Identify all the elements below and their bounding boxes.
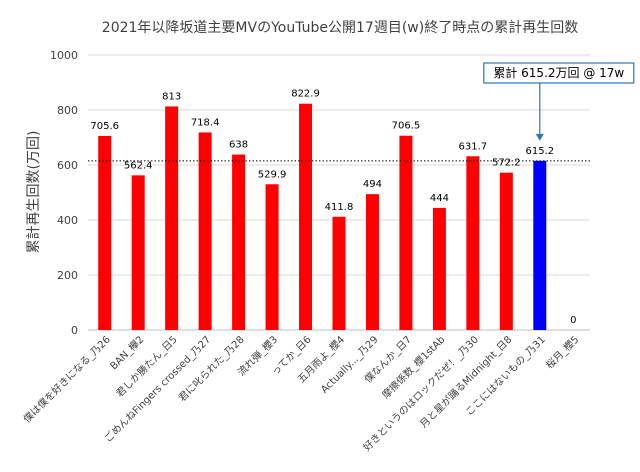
data-label: 411.8 <box>325 202 354 213</box>
y-tick-label: 600 <box>57 159 78 172</box>
data-label: 494 <box>363 179 382 190</box>
x-tick-label: 君しか勝たん_日5 <box>113 333 180 400</box>
data-label: 705.6 <box>90 121 119 132</box>
y-tick-label: 800 <box>57 104 78 117</box>
x-tick-label: 摩擦係数_櫻1stAb <box>379 333 447 401</box>
x-tick-label: Actually..._乃29 <box>319 334 380 395</box>
bar <box>399 135 413 330</box>
data-label: 615.2 <box>525 146 554 157</box>
x-tick-label: 君に叱られた_乃28 <box>176 334 247 405</box>
bar <box>499 172 513 330</box>
y-tick-label: 1000 <box>50 49 78 62</box>
x-tick-label: 僕は僕を好きになる_乃26 <box>20 333 112 425</box>
data-label: 562.4 <box>124 160 153 171</box>
x-tick-label: 桜月_櫻5 <box>543 333 581 371</box>
bar <box>131 175 145 330</box>
annotation-box <box>483 62 635 84</box>
data-label: 572.2 <box>492 158 521 169</box>
data-label: 638 <box>229 140 248 151</box>
y-axis-label: 累計再生回数(万回) <box>26 131 42 254</box>
bar <box>98 135 112 330</box>
bar <box>466 156 480 330</box>
annotation-layer: 累計 615.2万回 @ 17w <box>483 62 635 141</box>
data-label: 706.5 <box>392 121 421 132</box>
y-tick-label: 200 <box>57 269 78 282</box>
y-tick-label: 0 <box>71 324 78 337</box>
bar <box>265 184 279 330</box>
bar <box>432 207 446 330</box>
bar <box>165 106 179 330</box>
bar <box>533 160 547 330</box>
bar <box>232 154 246 330</box>
bars-layer <box>98 103 547 330</box>
data-label: 529.9 <box>258 169 287 180</box>
annotation-arrow-head <box>535 133 544 141</box>
annotation-text: 累計 615.2万回 @ 17w <box>493 65 624 80</box>
chart-title: 2021年以降坂道主要MVのYouTube公開17週目(w)終了時点の累計再生回… <box>102 20 578 36</box>
bar <box>299 103 313 330</box>
data-label: 0 <box>570 315 576 326</box>
bar <box>365 194 379 330</box>
x-tick-label: 好きというのはロックだぜ！_乃30 <box>361 334 481 454</box>
y-tick-label: 400 <box>57 214 78 227</box>
data-label: 718.4 <box>191 117 220 128</box>
data-label: 813 <box>162 91 181 102</box>
bar <box>332 216 346 330</box>
data-label: 444 <box>430 193 449 204</box>
bar <box>198 132 212 330</box>
data-label: 822.9 <box>291 89 320 100</box>
data-label: 631.7 <box>459 141 488 152</box>
